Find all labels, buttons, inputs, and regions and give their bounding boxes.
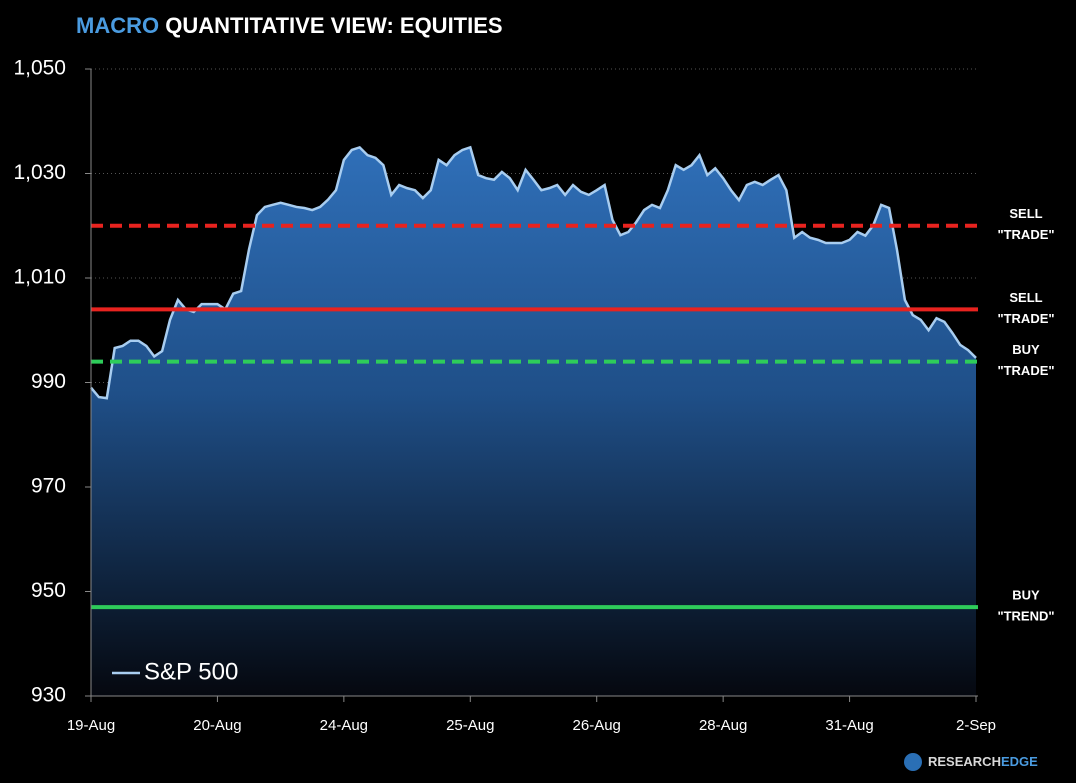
- y-tick-label: 950: [31, 579, 66, 602]
- reference-label: BUY: [1012, 588, 1040, 603]
- line: [90, 145, 977, 400]
- y-tick-label: 1,030: [13, 161, 66, 184]
- title-highlight: MACRO: [76, 13, 159, 38]
- brand-part1: RESEARCH: [928, 754, 1001, 769]
- x-tick-label: 28-Aug: [699, 717, 747, 734]
- brand: RESEARCHEDGE: [928, 754, 1038, 769]
- brand-globe: [904, 753, 922, 771]
- plot: 930 950 970 990 1,010 1,030 1,050 S&P 500 SELL "T…: [13, 57, 1054, 734]
- reference-label: "TRADE": [997, 311, 1054, 326]
- x-tick-label: 20-Aug: [193, 717, 241, 734]
- x-tick-label: 26-Aug: [573, 717, 621, 734]
- x-tick-label: 24-Aug: [320, 717, 368, 734]
- reference-label: SELL: [1009, 206, 1042, 221]
- chart-title: MACRO QUANTITATIVE VIEW: EQUITIES: [76, 13, 503, 38]
- y-tick-label: 930: [31, 684, 66, 707]
- legend-label: S&P 500: [144, 658, 238, 685]
- area: [91, 147, 976, 696]
- reference-label: "TREND": [997, 609, 1054, 624]
- y-tick-label: 990: [31, 370, 66, 393]
- x-tick-label: 31-Aug: [825, 717, 873, 734]
- reference-label: SELL: [1009, 290, 1042, 305]
- x-tick-label: 25-Aug: [446, 717, 494, 734]
- y-tick-label: 1,050: [13, 57, 66, 80]
- reference-label: BUY: [1012, 342, 1040, 357]
- x-tick-label: 2-Sep: [956, 717, 996, 734]
- title-rest: QUANTITATIVE VIEW: EQUITIES: [165, 13, 502, 38]
- reference-label: "TRADE": [997, 227, 1054, 242]
- x-tick-label: 19-Aug: [67, 717, 115, 734]
- y-tick-label: 1,010: [13, 266, 66, 289]
- brand-part2: EDGE: [1001, 754, 1038, 769]
- reference-label: "TRADE": [997, 363, 1054, 378]
- y-tick-label: 970: [31, 475, 66, 498]
